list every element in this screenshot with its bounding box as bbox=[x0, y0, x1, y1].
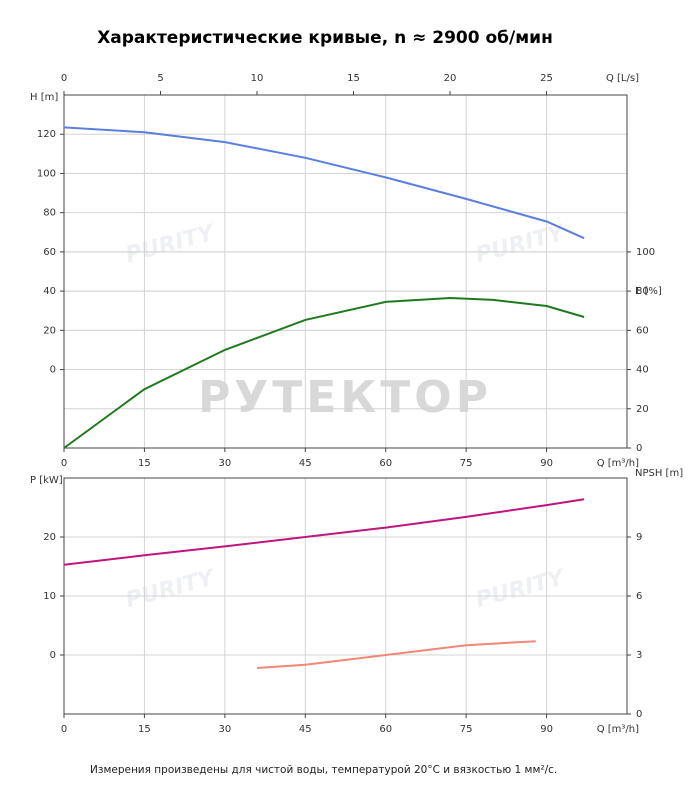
watermark-logo: PURITY bbox=[473, 565, 568, 613]
series-line bbox=[63, 126, 585, 240]
watermark: РУТЕКТОР bbox=[198, 372, 492, 423]
x-tick-label: 15 bbox=[138, 458, 151, 469]
y2-axis-label: NPSH [m] bbox=[635, 468, 683, 479]
y2-tick-label: 9 bbox=[636, 532, 642, 543]
x-tick-label: 75 bbox=[460, 458, 473, 469]
footnote: Измерения произведены для чистой воды, т… bbox=[90, 764, 557, 776]
x-tick-label: 90 bbox=[540, 458, 553, 469]
x2-tick-label: 20 bbox=[444, 73, 457, 84]
y-tick-label: 60 bbox=[43, 247, 56, 258]
watermark-logo: PURITY bbox=[473, 220, 568, 268]
x-tick-label: 75 bbox=[460, 724, 473, 735]
x-axis-label: Q [m³/h] bbox=[597, 458, 639, 469]
x-tick-label: 0 bbox=[61, 724, 67, 735]
y2-tick-label: 80 bbox=[636, 286, 649, 297]
y-tick-label: 120 bbox=[37, 129, 56, 140]
y2-axis-label: E [%] bbox=[635, 286, 662, 297]
chart-title: Характеристические кривые, n ≈ 2900 об/м… bbox=[97, 28, 553, 48]
x2-tick-label: 10 bbox=[251, 73, 264, 84]
x2-tick-label: 5 bbox=[157, 73, 163, 84]
x-tick-label: 45 bbox=[299, 458, 312, 469]
plot-frame bbox=[63, 94, 628, 449]
y2-tick-label: 0 bbox=[636, 443, 642, 454]
x-tick-label: 30 bbox=[218, 724, 231, 735]
x2-tick-label: 0 bbox=[61, 73, 67, 84]
y-axis-label: H [m] bbox=[30, 92, 58, 103]
x2-tick-label: 25 bbox=[540, 73, 553, 84]
y2-tick-label: 20 bbox=[636, 404, 649, 415]
x-tick-label: 15 bbox=[138, 724, 151, 735]
y-tick-label: 0 bbox=[50, 365, 56, 376]
y2-tick-label: 100 bbox=[636, 247, 655, 258]
y-tick-label: 0 bbox=[50, 650, 56, 661]
series-line bbox=[256, 640, 536, 669]
y2-tick-label: 40 bbox=[636, 365, 649, 376]
y-tick-label: 20 bbox=[43, 532, 56, 543]
x2-axis-label: Q [L/s] bbox=[606, 73, 639, 84]
y2-tick-label: 60 bbox=[636, 325, 649, 336]
y2-tick-label: 0 bbox=[636, 709, 642, 720]
x2-tick-label: 15 bbox=[347, 73, 360, 84]
series-line bbox=[63, 498, 585, 566]
y-axis-label: P [kW] bbox=[30, 475, 63, 486]
x-axis-label: Q [m³/h] bbox=[597, 724, 639, 735]
x-tick-label: 60 bbox=[379, 724, 392, 735]
x-tick-label: 30 bbox=[218, 458, 231, 469]
watermark-logo: PURITY bbox=[123, 565, 218, 613]
y-tick-label: 40 bbox=[43, 286, 56, 297]
y-tick-label: 80 bbox=[43, 208, 56, 219]
x-tick-label: 45 bbox=[299, 724, 312, 735]
y2-tick-label: 3 bbox=[636, 650, 642, 661]
x-tick-label: 60 bbox=[379, 458, 392, 469]
y-tick-label: 20 bbox=[43, 325, 56, 336]
y2-tick-label: 6 bbox=[636, 591, 642, 602]
series-line bbox=[63, 296, 585, 449]
y-tick-label: 10 bbox=[43, 591, 56, 602]
y-tick-label: 100 bbox=[37, 168, 56, 179]
watermark-logo: PURITY bbox=[123, 220, 218, 268]
x-tick-label: 0 bbox=[61, 458, 67, 469]
x-tick-label: 90 bbox=[540, 724, 553, 735]
